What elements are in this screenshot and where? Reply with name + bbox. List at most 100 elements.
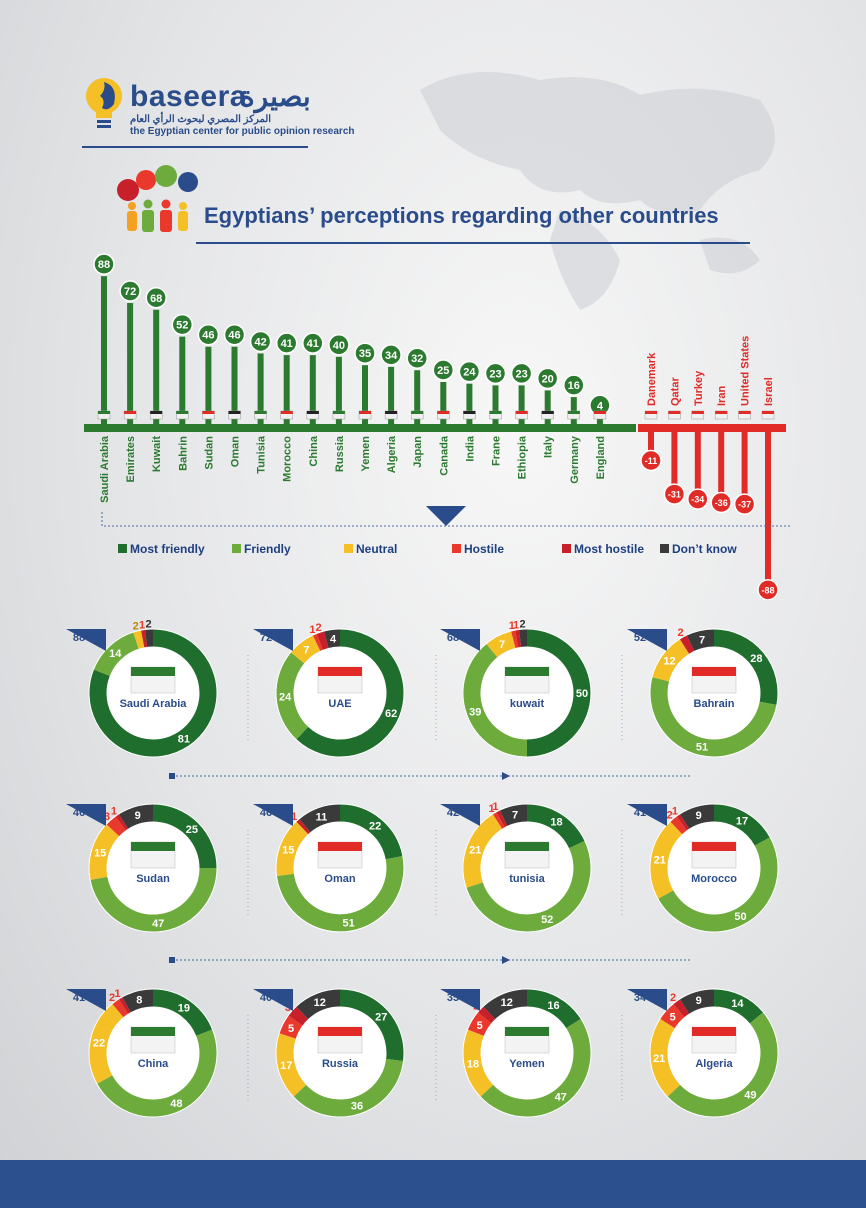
donut-segment-label: 81 [178, 734, 190, 746]
donut-segment [152, 804, 217, 869]
bar-value-badge [640, 449, 662, 472]
legend-label: Most hostile [574, 542, 645, 556]
score-badge-label: 42 [447, 807, 459, 819]
donut-segment-label: 22 [369, 821, 381, 833]
bar-value-badge [328, 334, 350, 356]
donut-segment [276, 1033, 307, 1097]
flag-stripe [692, 1027, 736, 1036]
flag-stripe [176, 411, 189, 414]
bar-value-badge [354, 342, 376, 364]
donut-segment [650, 821, 683, 899]
flag-stripe [762, 411, 774, 414]
bar-0 [101, 276, 107, 424]
donut-country-label: Yemen [509, 1058, 545, 1070]
donut-segment [511, 630, 519, 648]
flag-stripe [318, 842, 362, 851]
donut-segment-label: 7 [499, 639, 505, 651]
flag-stripe [668, 411, 681, 414]
donut-segment-label: 1 [492, 801, 498, 813]
donut-country-label: tunisia [509, 873, 545, 885]
donut-country-label: Oman [324, 873, 355, 885]
donut-segment-label: 52 [541, 914, 553, 926]
donut-segment-label: 27 [375, 1012, 387, 1024]
score-badge-label: 72 [260, 632, 272, 644]
flag-stripe [131, 1027, 175, 1036]
donut-segment-label: 47 [152, 918, 164, 930]
bar-category-label: India [464, 435, 476, 462]
bar-18 [570, 397, 577, 424]
score-badge-label: 46 [73, 807, 85, 819]
bar-value-badge [484, 362, 507, 385]
bar-15 [492, 385, 499, 424]
bar-25 [765, 432, 771, 580]
bar-20 [648, 432, 654, 451]
bar-value-badge [757, 579, 779, 600]
bar-category-label: Ethiopia [517, 435, 529, 479]
bar-17 [544, 390, 551, 424]
legend-label: Don’t know [672, 542, 737, 556]
score-badge [627, 804, 667, 826]
flag-stripe [692, 842, 736, 851]
bar-value-label: 20 [542, 373, 554, 385]
page-title: Egyptians’ perceptions regarding other c… [204, 203, 719, 228]
donut-segment [152, 989, 213, 1037]
donut-segment [499, 804, 528, 827]
donut-country-label: Sudan [136, 873, 170, 885]
donut-segment [296, 819, 311, 835]
score-badge-label: 35 [447, 992, 459, 1004]
donut-segment [483, 989, 528, 1020]
donut-segment-label: 1 [672, 806, 678, 818]
donut-segment-label: 15 [282, 844, 294, 856]
donut-country-label: China [138, 1058, 169, 1070]
donut-segment-label: 11 [316, 811, 328, 823]
bar-category-label: Qatar [669, 377, 681, 406]
donut-segment [679, 804, 715, 829]
donut-segment [650, 1018, 681, 1097]
flag-stripe [515, 411, 528, 414]
legend-item: Neutral [344, 542, 397, 556]
donut-segment-label: 24 [279, 692, 292, 704]
donut-segment-label: 47 [555, 1092, 567, 1104]
donut-segment-label: 8 [136, 995, 142, 1007]
bar-value-label: 41 [307, 338, 319, 350]
title-divider [196, 242, 750, 244]
bar-value-badge [171, 313, 194, 336]
donut-segment-label: 36 [351, 1100, 363, 1112]
bar-value-label: 41 [281, 338, 293, 350]
flag-stripe [332, 411, 345, 414]
donut-segment-label: 17 [736, 816, 748, 828]
donut-segment-label: 5 [477, 1020, 483, 1032]
bar-value-label: -36 [715, 498, 728, 508]
donut-segment [713, 629, 778, 705]
flag-stripe [131, 667, 175, 676]
bar-23 [718, 432, 725, 493]
donut-segment [288, 1006, 309, 1026]
donut-segment [526, 804, 585, 849]
donut-segment [118, 997, 131, 1014]
donut-segment [93, 632, 140, 677]
bar-7 [283, 355, 290, 424]
legend-swatch [452, 544, 461, 553]
flag-stripe [131, 842, 175, 851]
donut-country-label: kuwait [510, 698, 545, 710]
bar-category-label: England [595, 436, 607, 479]
donut-segment-label: 5 [288, 1023, 294, 1035]
donut-segment-label: 18 [467, 1058, 479, 1070]
donut-segment-label: 7 [303, 645, 309, 657]
donut-segment [299, 804, 341, 833]
donut-segment [339, 804, 403, 860]
donut-segment-label: 49 [744, 1089, 756, 1101]
donut-segment [115, 814, 129, 831]
donut-segment-label: 22 [93, 1038, 105, 1050]
flag-stripe [306, 411, 319, 414]
bar-category-label: Algeria [386, 435, 398, 473]
donut-segment-label: 21 [654, 854, 666, 866]
flag-stripe [437, 411, 450, 414]
flag-stripe [489, 411, 502, 414]
legend-item: Most hostile [562, 542, 644, 556]
bar-8 [309, 355, 316, 424]
donut-segment [463, 814, 503, 888]
